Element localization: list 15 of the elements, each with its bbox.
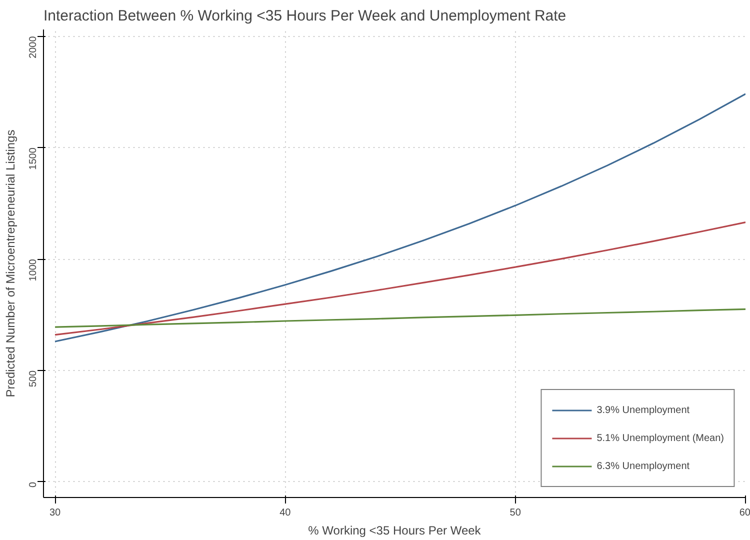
y-tick-label: 2000 [28,36,39,58]
x-axis-title: % Working <35 Hours Per Week [308,524,482,538]
legend-label: 5.1% Unemployment (Mean) [596,432,724,444]
chart-title: Interaction Between % Working <35 Hours Per Week and Unemployment Rate [44,8,566,24]
y-tick-label: 1500 [28,147,39,170]
y-tick-label: 500 [28,370,39,388]
x-tick-label: 60 [739,508,750,518]
y-tick-label: 0 [28,481,39,488]
y-axis-title: Predicted Number of Microentrepreneurial Listings [4,130,18,398]
legend-label: 6.3% Unemployment [596,460,690,472]
y-tick-label: 1000 [28,258,39,282]
x-tick-label: 40 [280,508,292,518]
x-tick-label: 30 [49,508,62,518]
x-tick-label: 50 [510,508,522,518]
legend-label: 3.9% Unemployment [596,404,690,416]
